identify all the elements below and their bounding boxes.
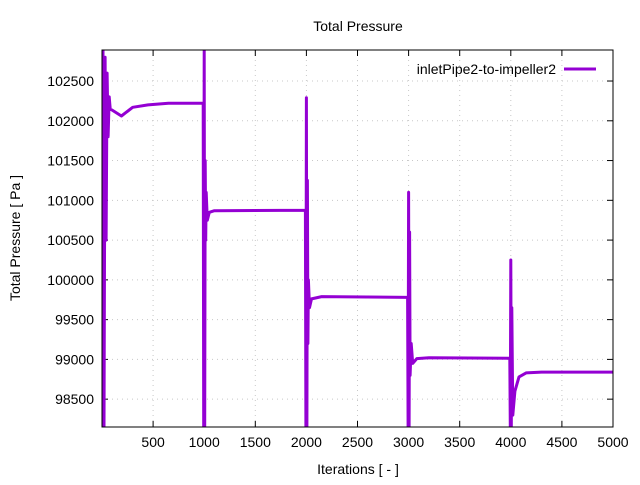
x-tick-label: 2000 (291, 434, 322, 450)
grid (102, 50, 613, 427)
legend-label: inletPipe2-to-impeller2 (417, 61, 557, 77)
chart-title: Total Pressure (313, 18, 403, 34)
x-axis: 500 1000 1500 2000 2500 3000 3500 4000 4500 5000 (141, 50, 629, 450)
y-tick-label: 100000 (47, 272, 94, 288)
y-tick-label: 98500 (55, 391, 94, 407)
x-tick-label: 500 (141, 434, 165, 450)
y-axis-label: Total Pressure [ Pa ] (7, 175, 23, 301)
plot-border (101, 49, 614, 428)
y-tick-label: 101000 (47, 192, 94, 208)
y-axis: 98500 99000 99500 100000 100500 101000 101500 1… (47, 73, 613, 407)
x-tick-label: 4000 (495, 434, 526, 450)
y-tick-label: 99000 (55, 351, 94, 367)
x-tick-label: 4500 (546, 434, 577, 450)
x-tick-label: 1500 (240, 434, 271, 450)
y-tick-label: 102000 (47, 113, 94, 129)
series-line (102, 50, 613, 427)
x-axis-label: Iterations [ - ] (317, 461, 399, 477)
y-tick-label: 101500 (47, 153, 94, 169)
y-tick-label: 102500 (47, 73, 94, 89)
y-tick-label: 99500 (55, 312, 94, 328)
x-tick-label: 3500 (444, 434, 475, 450)
x-tick-label: 1000 (189, 434, 220, 450)
legend: inletPipe2-to-impeller2 (417, 61, 596, 77)
y-tick-label: 100500 (47, 232, 94, 248)
x-tick-label: 3000 (393, 434, 424, 450)
x-tick-label: 2500 (342, 434, 373, 450)
x-tick-label: 5000 (597, 434, 628, 450)
